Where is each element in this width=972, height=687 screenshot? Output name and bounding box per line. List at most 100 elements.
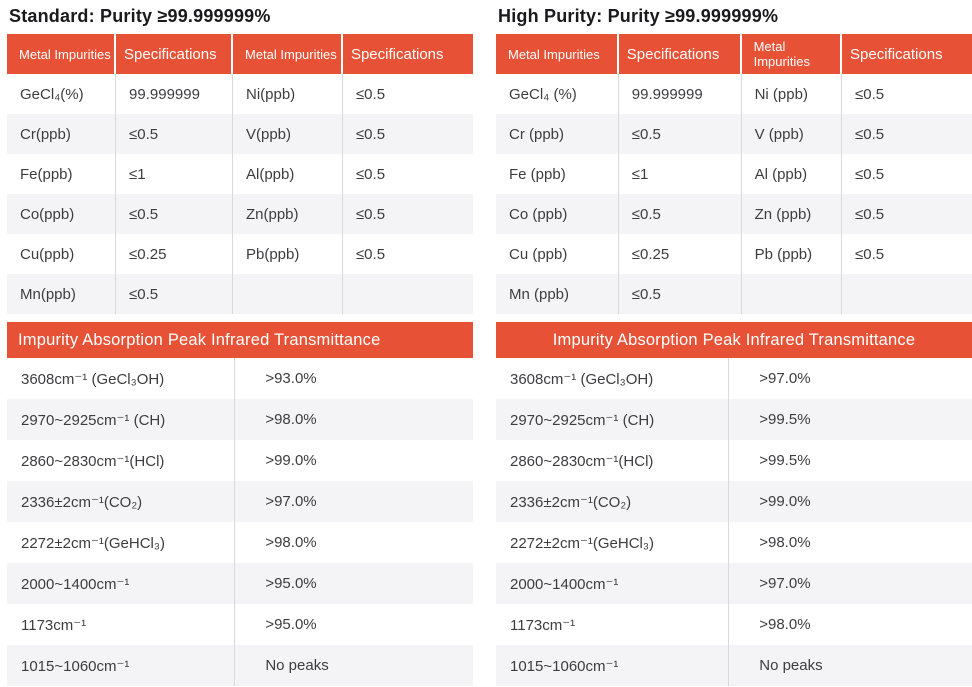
metal-name-cell: Zn (ppb) bbox=[742, 194, 843, 234]
wavenumber-cell: 2000~1400cm⁻¹ bbox=[7, 563, 236, 604]
transmittance-cell: >98.0% bbox=[759, 616, 811, 633]
wavenumber-cell: 1173cm⁻¹ bbox=[7, 604, 236, 645]
table-row: 2970~2925cm⁻¹ (CH) >98.0% bbox=[7, 399, 473, 440]
wavenumber-cell: 2272±2cm⁻¹(GeHCl₃) bbox=[496, 522, 730, 563]
high-purity-ir-transmittance-table: Impurity Absorption Peak Infrared Transm… bbox=[496, 322, 972, 686]
spec-value-cell: ≤0.5 bbox=[855, 125, 885, 143]
wavenumber-cell: 2000~1400cm⁻¹ bbox=[496, 563, 730, 604]
wavenumber-cell: 2336±2cm⁻¹(CO₂) bbox=[496, 481, 730, 522]
wavenumber-cell: 3608cm⁻¹ (GeCl₃OH) bbox=[7, 358, 236, 399]
table-row: 3608cm⁻¹ (GeCl₃OH) >97.0% bbox=[496, 358, 972, 399]
spec-value-cell: ≤1 bbox=[619, 154, 742, 194]
ir-table-header: Impurity Absorption Peak Infrared Transm… bbox=[496, 322, 972, 358]
transmittance-cell: >97.0% bbox=[759, 575, 811, 592]
table-row: 2336±2cm⁻¹(CO₂) >99.0% bbox=[496, 481, 972, 522]
table-row: 2860~2830cm⁻¹(HCl) >99.5% bbox=[496, 440, 972, 481]
metal-name-cell: GeCl₄ (%) bbox=[496, 74, 619, 114]
transmittance-cell: >95.0% bbox=[265, 575, 317, 592]
transmittance-cell: >97.0% bbox=[759, 370, 811, 387]
wavenumber-cell: 2860~2830cm⁻¹(HCl) bbox=[496, 440, 730, 481]
spec-value-cell bbox=[842, 274, 972, 314]
table-header-row: Metal Impurities Specifications Metal Im… bbox=[7, 34, 473, 74]
spec-value-cell: ≤0.5 bbox=[855, 245, 885, 263]
column-header-specifications: Specifications bbox=[116, 34, 233, 74]
metal-name-cell: Fe (ppb) bbox=[496, 154, 619, 194]
metal-name-cell bbox=[742, 274, 843, 314]
transmittance-cell: >93.0% bbox=[265, 370, 317, 387]
standard-title: Standard: Purity ≥99.999999% bbox=[9, 6, 271, 26]
transmittance-cell: >99.0% bbox=[265, 452, 317, 469]
table-row: GeCl₄ (%) 99.999999 Ni (ppb) ≤0.5 bbox=[496, 74, 972, 114]
table-row: Mn (ppb) ≤0.5 bbox=[496, 274, 972, 314]
table-row: Fe (ppb) ≤1 Al (ppb) ≤0.5 bbox=[496, 154, 972, 194]
table-row: 2272±2cm⁻¹(GeHCl₃) >98.0% bbox=[7, 522, 473, 563]
wavenumber-cell: 1015~1060cm⁻¹ bbox=[7, 645, 236, 686]
metal-name-cell: Al (ppb) bbox=[742, 154, 843, 194]
spec-value-cell: ≤0.5 bbox=[355, 85, 386, 103]
column-header-metal-impurities: Metal Impurities bbox=[7, 34, 117, 74]
table-row: Cr (ppb) ≤0.5 V (ppb) ≤0.5 bbox=[496, 114, 972, 154]
spec-value-cell: ≤0.5 bbox=[619, 194, 742, 234]
spec-value-cell: 99.999999 bbox=[619, 74, 742, 114]
table-row: GeCl₄(%) 99.999999 Ni(ppb) ≤0.5 bbox=[7, 74, 473, 114]
transmittance-cell: >98.0% bbox=[265, 411, 317, 428]
wavenumber-cell: 2970~2925cm⁻¹ (CH) bbox=[7, 399, 236, 440]
transmittance-cell: >99.5% bbox=[759, 411, 811, 428]
table-row: 1173cm⁻¹ >95.0% bbox=[7, 604, 473, 645]
metal-name-cell: V (ppb) bbox=[742, 114, 843, 154]
transmittance-cell: >95.0% bbox=[265, 616, 317, 633]
spec-value-cell: ≤0.25 bbox=[619, 234, 742, 274]
spec-value-cell: ≤1 bbox=[116, 154, 233, 194]
metal-name-cell: Ni (ppb) bbox=[742, 74, 843, 114]
standard-ir-transmittance-table: Impurity Absorption Peak Infrared Transm… bbox=[7, 322, 473, 686]
wavenumber-cell: 1173cm⁻¹ bbox=[496, 604, 730, 645]
table-row: 1015~1060cm⁻¹ No peaks bbox=[7, 645, 473, 686]
wavenumber-cell: 1015~1060cm⁻¹ bbox=[496, 645, 730, 686]
table-row: 3608cm⁻¹ (GeCl₃OH) >93.0% bbox=[7, 358, 473, 399]
table-row: 1173cm⁻¹ >98.0% bbox=[496, 604, 972, 645]
metal-name-cell: Ni(ppb) bbox=[233, 74, 343, 114]
transmittance-cell: >97.0% bbox=[265, 493, 317, 510]
table-row: 2970~2925cm⁻¹ (CH) >99.5% bbox=[496, 399, 972, 440]
spec-value-cell: ≤0.5 bbox=[355, 165, 386, 183]
spec-value-cell: ≤0.5 bbox=[855, 85, 885, 103]
metal-name-cell: Mn (ppb) bbox=[496, 274, 619, 314]
panel-high-purity: High Purity: Purity ≥99.999999% Metal Im… bbox=[496, 0, 972, 686]
spec-value-cell: 99.999999 bbox=[116, 74, 233, 114]
column-header-specifications: Specifications bbox=[350, 45, 444, 63]
panel-standard: Standard: Purity ≥99.999999% Metal Impur… bbox=[7, 0, 473, 686]
metal-name-cell: Cu (ppb) bbox=[496, 234, 619, 274]
metal-name-cell: Pb (ppb) bbox=[742, 234, 843, 274]
metal-name-cell: Cr(ppb) bbox=[7, 114, 117, 154]
spec-value-cell: ≤0.5 bbox=[855, 165, 885, 183]
metal-name-cell: GeCl₄(%) bbox=[7, 74, 117, 114]
metal-name-cell: Pb(ppb) bbox=[233, 234, 343, 274]
metal-name-cell: Co(ppb) bbox=[7, 194, 117, 234]
spec-value-cell: ≤0.5 bbox=[619, 114, 742, 154]
table-row: 2272±2cm⁻¹(GeHCl₃) >98.0% bbox=[496, 522, 972, 563]
spec-value-cell: ≤0.5 bbox=[355, 125, 386, 143]
table-row: Cr(ppb) ≤0.5 V(ppb) ≤0.5 bbox=[7, 114, 473, 154]
spec-value-cell: ≤0.5 bbox=[619, 274, 742, 314]
transmittance-cell: >98.0% bbox=[759, 534, 811, 551]
table-row: Cu(ppb) ≤0.25 Pb(ppb) ≤0.5 bbox=[7, 234, 473, 274]
spec-value-cell: ≤0.5 bbox=[116, 194, 233, 234]
ir-table-header: Impurity Absorption Peak Infrared Transm… bbox=[7, 322, 473, 358]
spec-value-cell bbox=[343, 274, 473, 314]
transmittance-cell: >98.0% bbox=[265, 534, 317, 551]
column-header-specifications: Specifications bbox=[619, 34, 742, 74]
transmittance-cell: No peaks bbox=[265, 657, 329, 674]
table-row: 2000~1400cm⁻¹ >97.0% bbox=[496, 563, 972, 604]
table-row: 1015~1060cm⁻¹ No peaks bbox=[496, 645, 972, 686]
column-header-metal-impurities: Metal Impurities bbox=[496, 34, 619, 74]
table-row: 2000~1400cm⁻¹ >95.0% bbox=[7, 563, 473, 604]
column-header-specifications: Specifications bbox=[850, 45, 943, 63]
metal-name-cell: Co (ppb) bbox=[496, 194, 619, 234]
transmittance-cell: >99.0% bbox=[759, 493, 811, 510]
metal-name-cell bbox=[233, 274, 343, 314]
table-row: Co(ppb) ≤0.5 Zn(ppb) ≤0.5 bbox=[7, 194, 473, 234]
high-purity-metal-impurities-table: Metal Impurities Specifications Metal Im… bbox=[496, 34, 972, 314]
table-row: Fe(ppb) ≤1 Al(ppb) ≤0.5 bbox=[7, 154, 473, 194]
metal-name-cell: Cu(ppb) bbox=[7, 234, 117, 274]
